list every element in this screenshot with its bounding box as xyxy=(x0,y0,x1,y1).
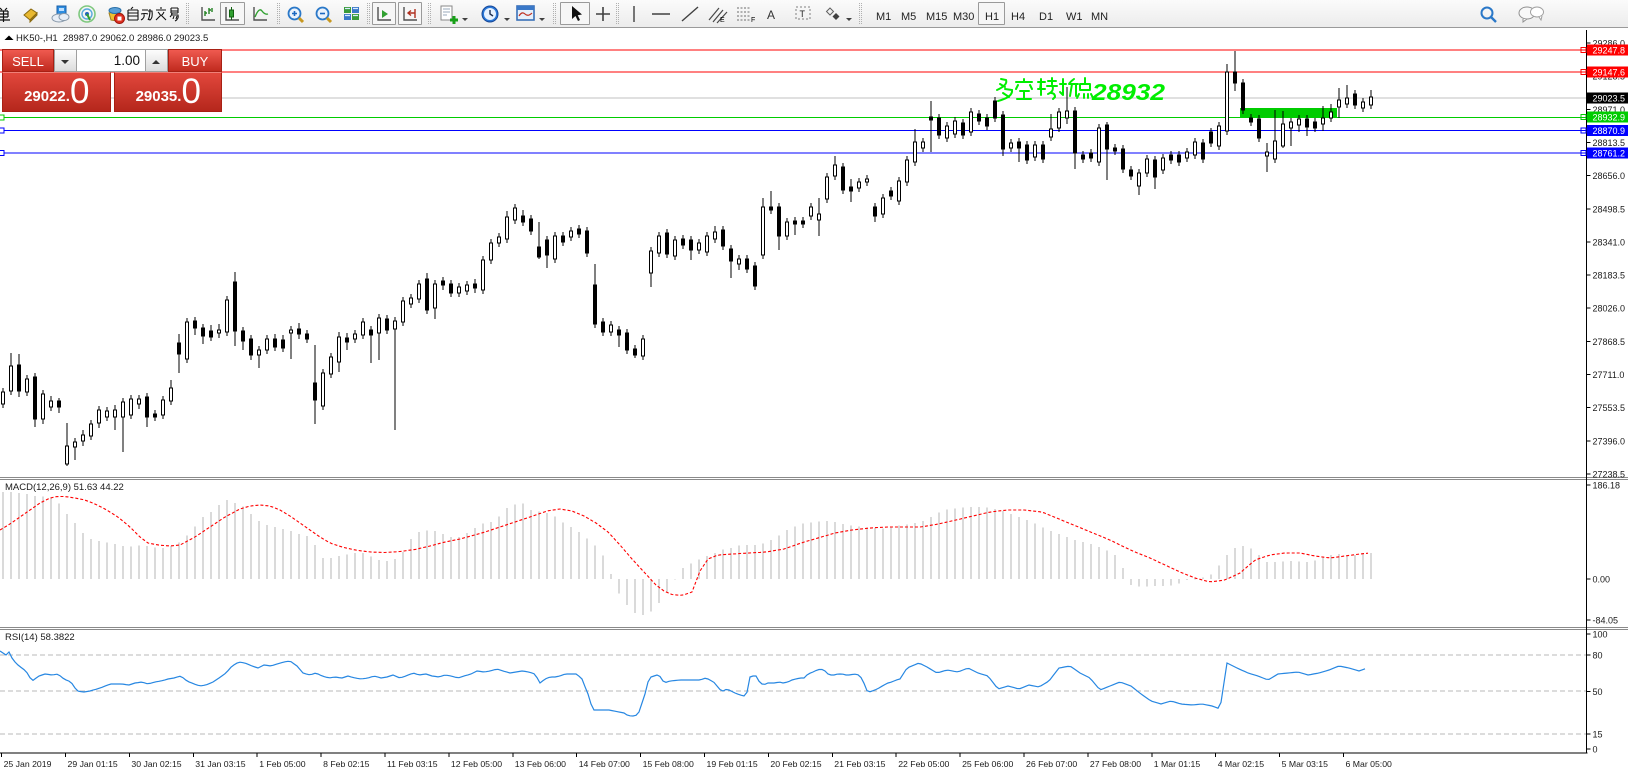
svg-text:MACD(12,26,9) 51.63 44.22: MACD(12,26,9) 51.63 44.22 xyxy=(5,482,124,493)
svg-text:0.00: 0.00 xyxy=(1593,575,1611,585)
svg-text:28971.0: 28971.0 xyxy=(1593,105,1626,115)
svg-text:28498.5: 28498.5 xyxy=(1593,204,1626,214)
svg-text:20 Feb 02:15: 20 Feb 02:15 xyxy=(770,759,821,769)
svg-text:28932.9: 28932.9 xyxy=(1593,113,1626,123)
svg-text:E: E xyxy=(720,17,725,24)
svg-text:12 Feb 05:00: 12 Feb 05:00 xyxy=(451,759,502,769)
svg-text:31 Jan 03:15: 31 Jan 03:15 xyxy=(195,759,245,769)
svg-text:100: 100 xyxy=(1593,630,1608,640)
svg-text:F: F xyxy=(751,17,755,24)
svg-text:-84.05: -84.05 xyxy=(1593,616,1619,626)
svg-text:5 Mar 03:15: 5 Mar 03:15 xyxy=(1282,759,1329,769)
svg-text:29023.5: 29023.5 xyxy=(1593,94,1626,104)
svg-text:0: 0 xyxy=(1593,745,1598,755)
svg-text:28870.9: 28870.9 xyxy=(1593,126,1626,136)
svg-text:15 Feb 08:00: 15 Feb 08:00 xyxy=(643,759,694,769)
svg-text:27396.0: 27396.0 xyxy=(1593,436,1626,446)
svg-text:28026.0: 28026.0 xyxy=(1593,304,1626,314)
svg-text:21 Feb 03:15: 21 Feb 03:15 xyxy=(834,759,885,769)
svg-text:28761.2: 28761.2 xyxy=(1593,149,1626,159)
svg-text:25 Jan 2019: 25 Jan 2019 xyxy=(4,759,52,769)
svg-text:6 Mar 05:00: 6 Mar 05:00 xyxy=(1346,759,1393,769)
svg-text:HK50-,H1 28987.0 29062.0 2898: HK50-,H1 28987.0 29062.0 28986.0 29023.5 xyxy=(16,33,208,44)
svg-text:1 Feb 05:00: 1 Feb 05:00 xyxy=(259,759,306,769)
svg-text:28183.5: 28183.5 xyxy=(1593,271,1626,281)
svg-text:30 Jan 02:15: 30 Jan 02:15 xyxy=(131,759,181,769)
svg-text:22 Feb 05:00: 22 Feb 05:00 xyxy=(898,759,949,769)
svg-text:27711.0: 27711.0 xyxy=(1593,370,1625,380)
svg-text:RSI(14) 58.3822: RSI(14) 58.3822 xyxy=(5,632,75,643)
svg-text:186.18: 186.18 xyxy=(1593,481,1621,491)
svg-text:15: 15 xyxy=(1593,730,1603,740)
svg-text:25 Feb 06:00: 25 Feb 06:00 xyxy=(962,759,1013,769)
svg-text:26 Feb 07:00: 26 Feb 07:00 xyxy=(1026,759,1077,769)
svg-text:80: 80 xyxy=(1593,651,1603,661)
svg-text:29147.6: 29147.6 xyxy=(1593,68,1626,78)
svg-text:4 Mar 02:15: 4 Mar 02:15 xyxy=(1218,759,1265,769)
svg-text:28813.5: 28813.5 xyxy=(1593,138,1626,148)
svg-text:28656.0: 28656.0 xyxy=(1593,171,1626,181)
svg-text:14 Feb 07:00: 14 Feb 07:00 xyxy=(579,759,630,769)
svg-text:27238.5: 27238.5 xyxy=(1593,470,1626,480)
svg-text:11 Feb 03:15: 11 Feb 03:15 xyxy=(387,759,438,769)
svg-text:T: T xyxy=(800,9,806,19)
svg-text:29247.8: 29247.8 xyxy=(1593,46,1626,56)
svg-text:28341.0: 28341.0 xyxy=(1593,237,1626,247)
svg-text:29286.0: 29286.0 xyxy=(1593,39,1626,49)
svg-text:50: 50 xyxy=(1593,687,1603,697)
svg-text:29 Jan 01:15: 29 Jan 01:15 xyxy=(68,759,118,769)
svg-text:27553.5: 27553.5 xyxy=(1593,403,1626,413)
svg-text:19 Feb 01:15: 19 Feb 01:15 xyxy=(707,759,758,769)
svg-text:1 Mar 01:15: 1 Mar 01:15 xyxy=(1154,759,1201,769)
svg-text:27 Feb 08:00: 27 Feb 08:00 xyxy=(1090,759,1141,769)
svg-text:27868.5: 27868.5 xyxy=(1593,337,1626,347)
svg-text:28932: 28932 xyxy=(1091,79,1165,105)
svg-text:13 Feb 06:00: 13 Feb 06:00 xyxy=(515,759,566,769)
svg-text:8 Feb 02:15: 8 Feb 02:15 xyxy=(323,759,370,769)
